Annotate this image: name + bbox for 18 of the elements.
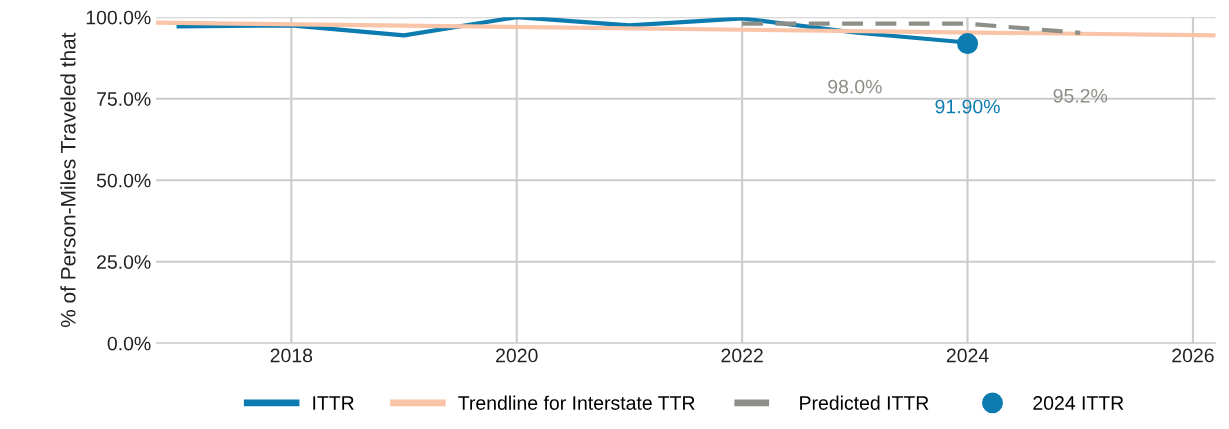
x-tick-label: 2020 <box>496 348 538 363</box>
legend-label: 2024 ITTR <box>1033 396 1124 410</box>
legend-label: ITTR <box>313 396 354 410</box>
y-tick-label: 50.0% <box>96 173 151 188</box>
x-tick-label: 2024 <box>946 348 989 363</box>
data-label: 91.90% <box>935 99 1000 114</box>
y-tick-label: 75.0% <box>97 92 151 106</box>
x-tick-label: 2022 <box>721 348 763 363</box>
y-tick-label: 0.0% <box>107 336 151 351</box>
y-axis-title: % of Person-Miles Traveled that <box>60 32 76 328</box>
data-label: 98.0% <box>828 79 882 94</box>
legend-label: Predicted ITTR <box>800 395 929 410</box>
legend-label: Trendline for Interstate TTR <box>458 395 695 410</box>
y-tick-label: 25.0% <box>97 255 151 269</box>
x-tick-label: 2018 <box>270 348 313 363</box>
x-tick-label: 2026 <box>1172 348 1214 363</box>
data-label: 95.2% <box>1053 88 1108 103</box>
y-tick-label: 100.0% <box>86 10 151 25</box>
